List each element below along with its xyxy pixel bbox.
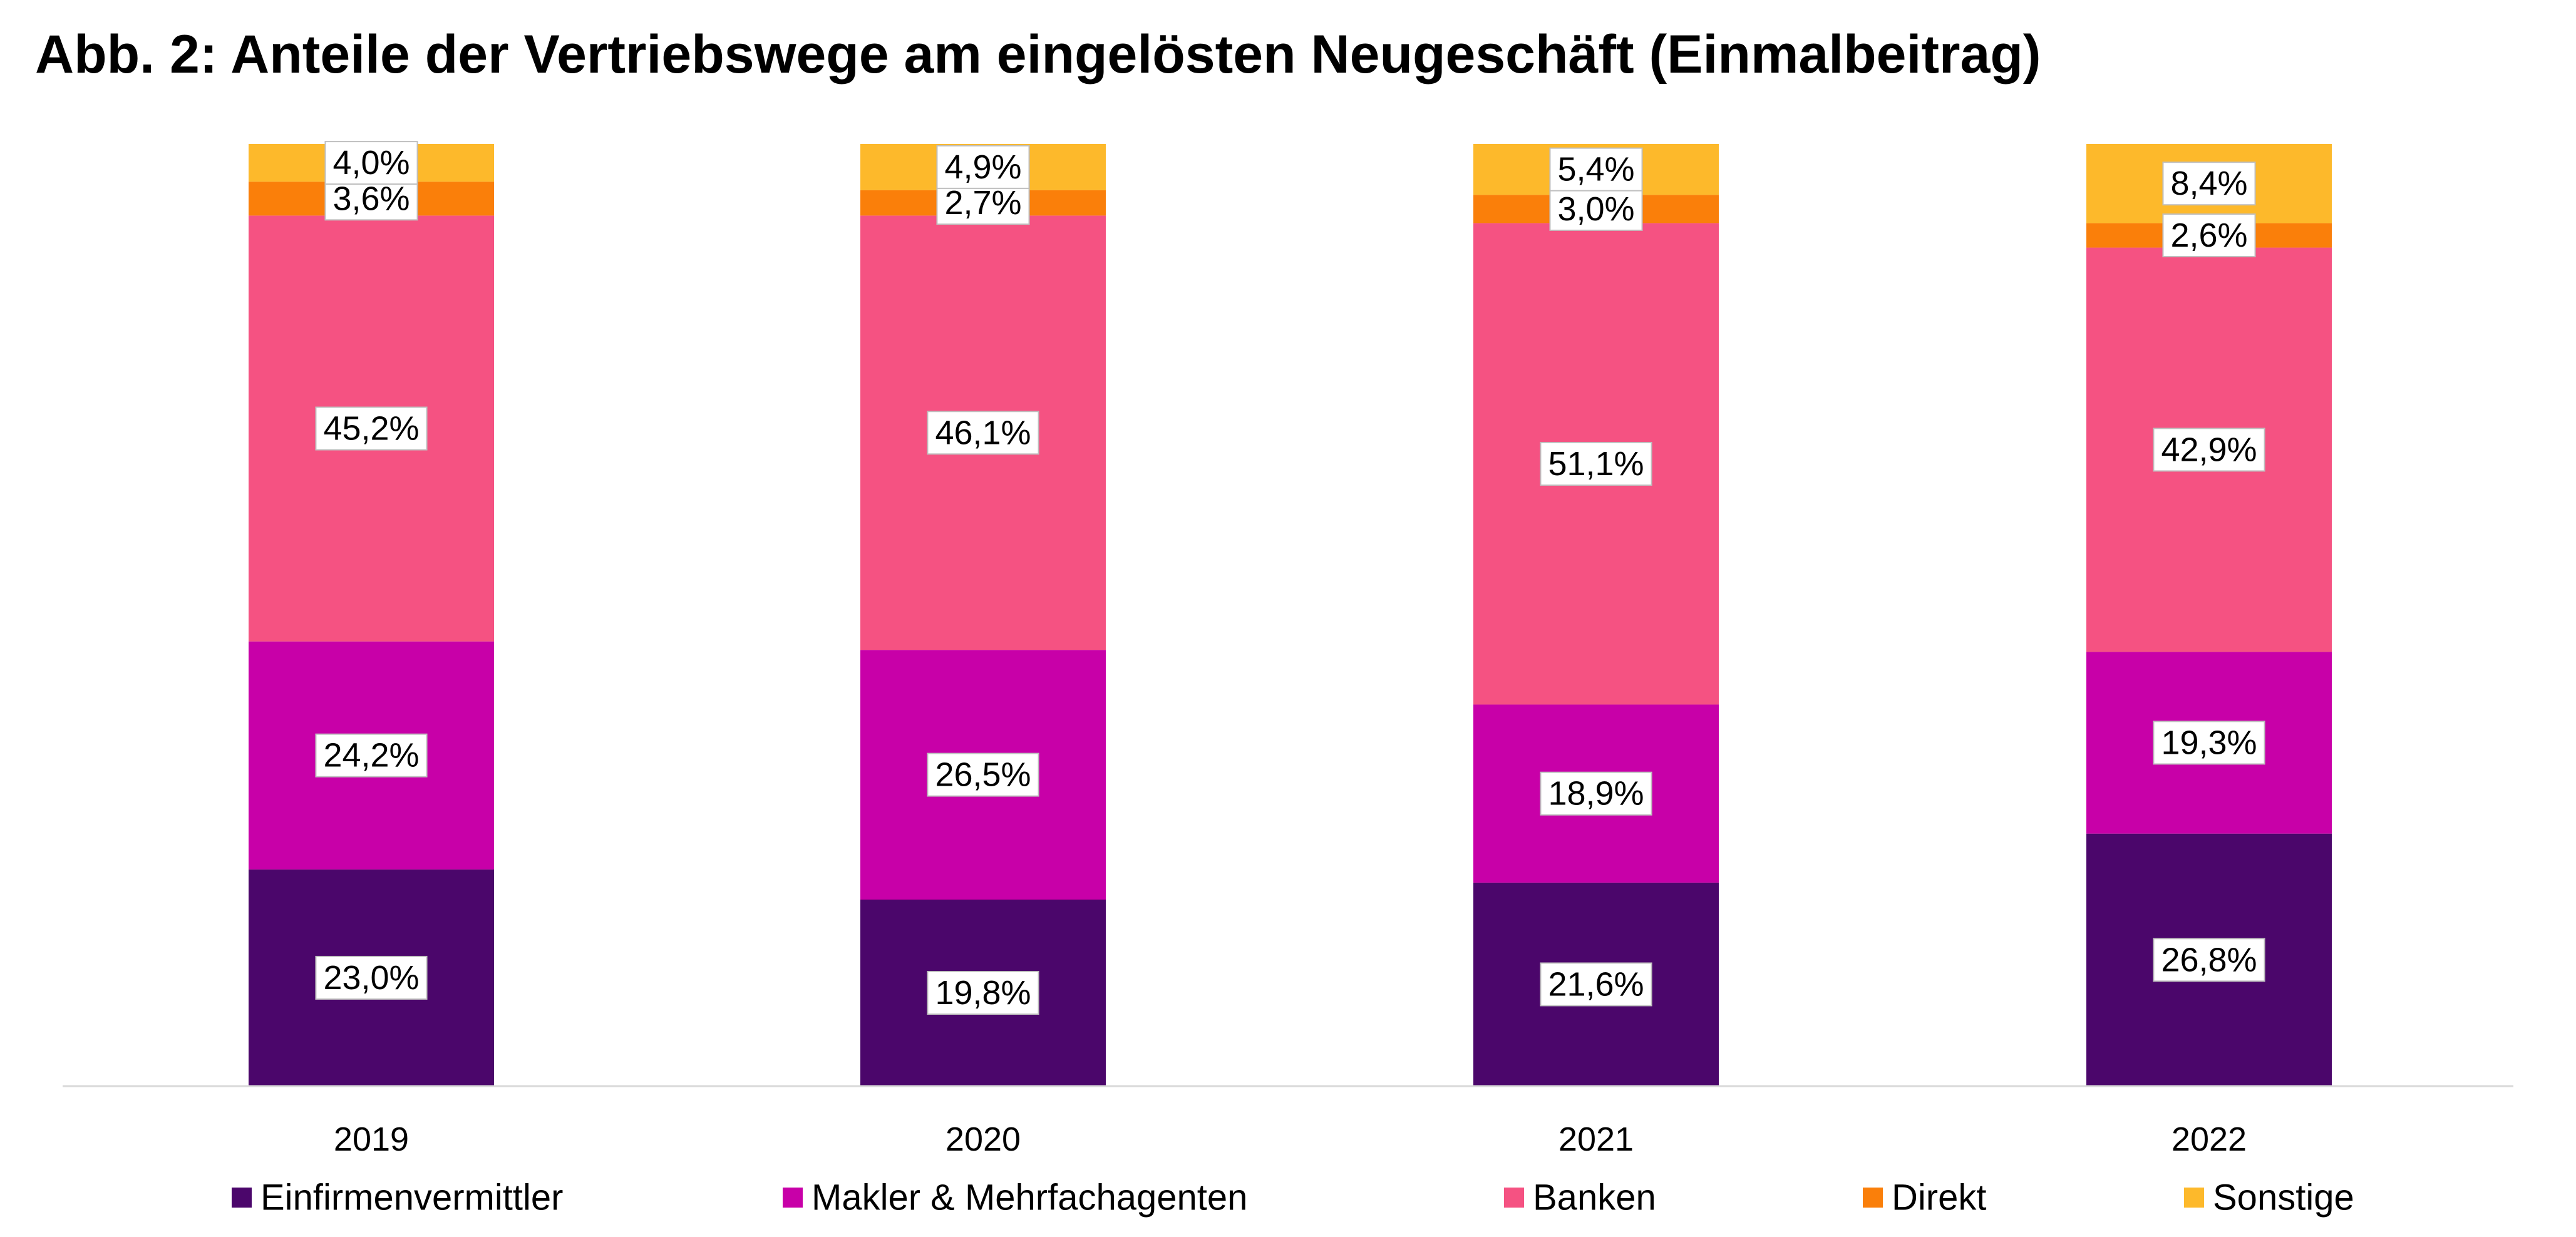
- data-label-box: [315, 955, 428, 1000]
- x-tick-label-2021: 2021: [1558, 1121, 1634, 1158]
- data-label-sonstige-2019: 4,0%: [324, 141, 418, 185]
- data-label-box: [2162, 162, 2256, 206]
- data-label-text: 46,1%: [935, 414, 1031, 451]
- data-label-box: [1540, 962, 1652, 1007]
- data-label-box: [315, 733, 428, 778]
- data-label-box: [2153, 721, 2265, 765]
- legend-item-banken: Banken: [1504, 1178, 1656, 1218]
- legend-swatch: [1863, 1188, 1883, 1208]
- data-label-banken-2020: 46,1%: [927, 411, 1039, 455]
- legend-swatch: [232, 1188, 252, 1208]
- data-label-makler-and-mehrfachagenten-2019: 24,2%: [315, 733, 428, 778]
- legend-item-sonstige: Sonstige: [2184, 1178, 2354, 1218]
- data-label-box: [315, 406, 428, 451]
- legend-swatch: [783, 1188, 803, 1208]
- data-label-box: [2153, 428, 2265, 472]
- data-label-sonstige-2022: 8,4%: [2162, 162, 2256, 206]
- data-label-einfirmenvermittler-2019: 23,0%: [315, 955, 428, 1000]
- data-label-text: 45,2%: [323, 410, 419, 448]
- data-label-text: 26,5%: [935, 756, 1031, 794]
- data-label-text: 24,2%: [323, 737, 419, 774]
- legend-label: Einfirmenvermittler: [260, 1178, 563, 1218]
- data-label-box: [324, 141, 418, 185]
- data-label-einfirmenvermittler-2020: 19,8%: [927, 971, 1039, 1015]
- x-tick-labels: 2019 2020 2021 2022: [334, 1121, 2247, 1158]
- legend: Einfirmenvermittler Makler & Mehrfachagen…: [232, 1178, 2354, 1218]
- data-label-banken-2022: 42,9%: [2153, 428, 2265, 472]
- legend-swatch: [2184, 1188, 2204, 1208]
- data-label-text: 5,4%: [1557, 151, 1634, 188]
- data-label-text: 3,6%: [332, 180, 410, 217]
- data-label-banken-2021: 51,1%: [1540, 441, 1652, 486]
- data-label-box: [1540, 771, 1652, 816]
- data-label-box: [936, 145, 1030, 189]
- data-label-box: [927, 752, 1039, 797]
- data-label-box: [927, 411, 1039, 455]
- legend-label: Makler & Mehrfachagenten: [811, 1178, 1247, 1218]
- data-labels-layer: 23,0% 24,2% 45,2% 3,6%4,0% 19,8% 26,5% 46,1% 2,…: [315, 141, 2265, 1015]
- data-label-text: 26,8%: [2161, 941, 2257, 978]
- chart-title: Abb. 2: Anteile der Vertriebswege am ein…: [35, 24, 2041, 85]
- data-label-makler-and-mehrfachagenten-2020: 26,5%: [927, 752, 1039, 797]
- data-label-text: 51,1%: [1548, 445, 1644, 483]
- data-label-direkt-2022: 2,6%: [2162, 213, 2256, 257]
- data-label-box: [1549, 147, 1643, 192]
- data-label-text: 3,0%: [1557, 190, 1634, 228]
- legend-label: Sonstige: [2213, 1178, 2354, 1218]
- legend-label: Direkt: [1892, 1178, 1986, 1218]
- x-tick-label-2019: 2019: [334, 1121, 409, 1158]
- data-label-text: 2,6%: [2170, 217, 2247, 254]
- data-label-text: 19,3%: [2161, 724, 2257, 761]
- data-label-text: 21,6%: [1548, 965, 1644, 1003]
- data-label-text: 2,7%: [944, 184, 1021, 222]
- data-label-box: [2162, 213, 2256, 257]
- data-label-text: 8,4%: [2170, 165, 2247, 202]
- data-label-sonstige-2020: 4,9%: [936, 145, 1030, 189]
- legend-item-einfirmenvermittler: Einfirmenvermittler: [232, 1178, 563, 1218]
- data-label-box: [927, 971, 1039, 1015]
- data-label-text: 42,9%: [2161, 431, 2257, 468]
- data-label-einfirmenvermittler-2021: 21,6%: [1540, 962, 1652, 1007]
- data-label-text: 4,0%: [332, 144, 410, 182]
- data-label-makler-and-mehrfachagenten-2022: 19,3%: [2153, 721, 2265, 765]
- legend-item-direkt: Direkt: [1863, 1178, 1986, 1218]
- legend-item-makler-and-mehrfachagenten: Makler & Mehrfachagenten: [783, 1178, 1247, 1218]
- data-label-text: 18,9%: [1548, 775, 1644, 813]
- x-tick-label-2020: 2020: [945, 1121, 1021, 1158]
- data-label-text: 23,0%: [323, 959, 419, 997]
- data-label-box: [2153, 938, 2265, 982]
- bars-layer: [249, 144, 2332, 1086]
- x-tick-label-2022: 2022: [2172, 1121, 2247, 1158]
- data-label-sonstige-2021: 5,4%: [1549, 147, 1643, 192]
- data-label-einfirmenvermittler-2022: 26,8%: [2153, 938, 2265, 982]
- data-label-banken-2019: 45,2%: [315, 406, 428, 451]
- data-label-text: 19,8%: [935, 974, 1031, 1012]
- data-label-box: [1540, 441, 1652, 486]
- data-label-direkt-2021: 3,0%: [1549, 187, 1643, 231]
- legend-swatch: [1504, 1188, 1524, 1208]
- legend-label: Banken: [1533, 1178, 1656, 1218]
- data-label-makler-and-mehrfachagenten-2021: 18,9%: [1540, 771, 1652, 816]
- data-label-text: 4,9%: [944, 148, 1021, 186]
